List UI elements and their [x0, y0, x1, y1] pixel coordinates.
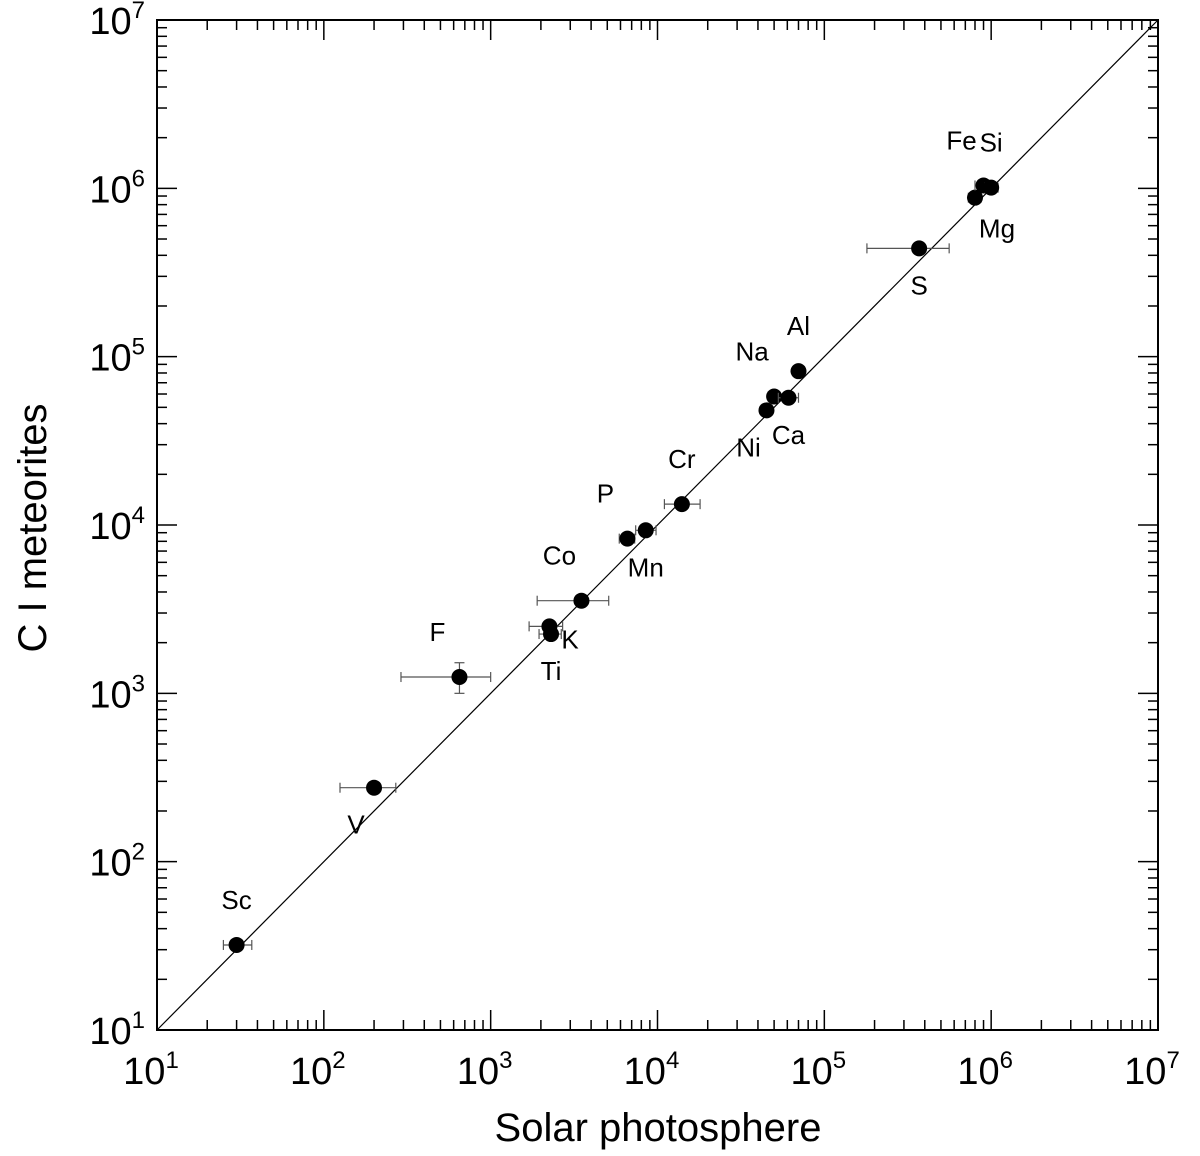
point-label-sc: Sc	[221, 885, 251, 915]
data-point-mn	[637, 522, 654, 539]
point-label-ca: Ca	[772, 420, 806, 450]
point-label-ti: Ti	[541, 656, 562, 686]
x-tick-label: 101	[123, 1047, 179, 1093]
point-label-al: Al	[787, 311, 810, 341]
data-point-ni	[758, 402, 775, 419]
data-point-f	[451, 669, 468, 686]
data-point-si	[983, 179, 1000, 196]
point-label-cr: Cr	[668, 444, 696, 474]
data-point-mg	[966, 189, 983, 206]
y-tick-label: 105	[89, 334, 145, 380]
data-point-co	[573, 592, 590, 609]
point-label-s: S	[910, 270, 927, 300]
y-axis-ticks: 101 102 103 104 105 106 107	[89, 0, 1158, 1053]
x-tick-label: 103	[457, 1047, 513, 1093]
data-point-v	[366, 779, 383, 796]
point-label-mg: Mg	[979, 214, 1015, 244]
data-point-cr	[673, 496, 690, 513]
data-point-al	[790, 363, 807, 380]
x-tick-label: 106	[957, 1047, 1013, 1093]
x-axis-ticks: 101 102 103 104 105 106 107	[123, 20, 1180, 1093]
point-label-ni: Ni	[736, 432, 761, 462]
x-tick-label: 102	[290, 1047, 346, 1093]
x-tick-label: 104	[624, 1047, 680, 1093]
y-tick-label: 103	[89, 670, 145, 716]
y-tick-label: 104	[89, 502, 145, 548]
data-point-p	[619, 530, 636, 547]
data-point-s	[911, 240, 928, 257]
x-tick-label: 107	[1124, 1047, 1180, 1093]
data-point-k	[541, 618, 558, 635]
data-point-ca	[780, 389, 797, 406]
point-label-na: Na	[735, 336, 769, 366]
point-label-k: K	[561, 624, 579, 654]
y-tick-label: 102	[89, 839, 145, 885]
x-tick-label: 105	[791, 1047, 847, 1093]
point-label-f: F	[430, 617, 446, 647]
data-point-na	[766, 388, 783, 405]
point-label-mn: Mn	[628, 552, 664, 582]
x-axis-label: Solar photosphere	[495, 1106, 822, 1150]
point-label-p: P	[597, 479, 614, 509]
point-label-v: V	[347, 810, 365, 840]
data-point-sc	[228, 936, 245, 953]
y-tick-label: 101	[89, 1007, 145, 1053]
point-label-co: Co	[543, 541, 576, 571]
y-tick-label: 107	[89, 0, 145, 43]
y-axis-label: C I meteorites	[11, 404, 55, 653]
point-label-si: Si	[980, 128, 1003, 158]
y-tick-label: 106	[89, 165, 145, 211]
point-label-fe: Fe	[946, 125, 976, 155]
